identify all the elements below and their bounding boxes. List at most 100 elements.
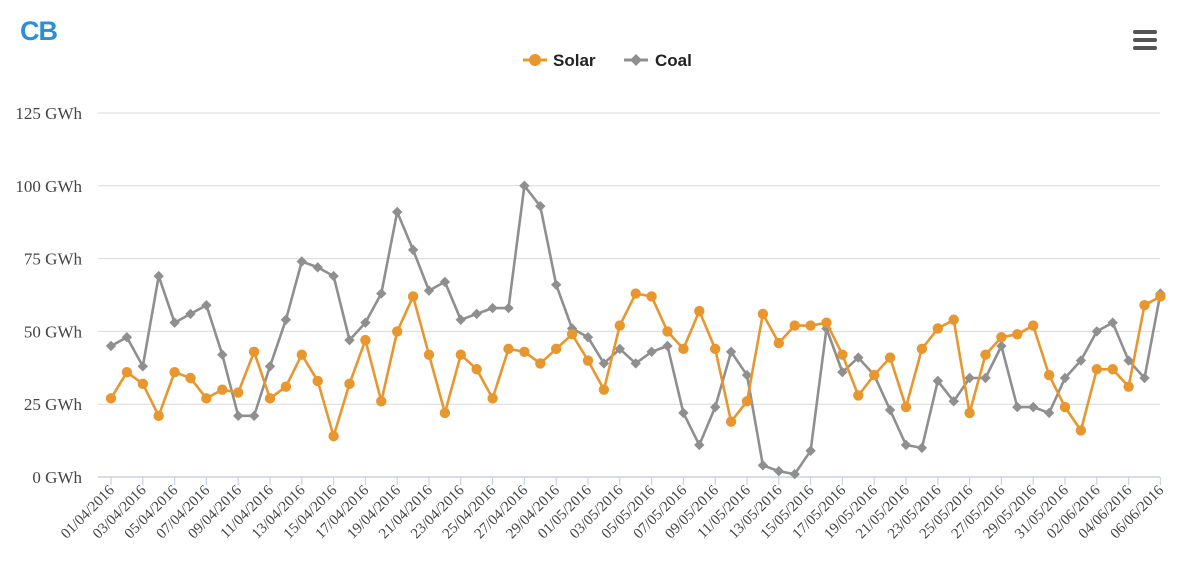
legend-item-solar[interactable]: Solar: [523, 51, 596, 70]
data-point-solar[interactable]: [519, 346, 530, 357]
data-point-solar[interactable]: [837, 349, 848, 360]
data-point-coal[interactable]: [662, 340, 673, 352]
data-point-solar[interactable]: [789, 320, 800, 331]
data-point-coal[interactable]: [646, 346, 657, 357]
data-point-coal[interactable]: [900, 439, 912, 451]
data-point-solar[interactable]: [153, 410, 164, 422]
data-point-coal[interactable]: [201, 299, 212, 311]
data-point-coal[interactable]: [121, 332, 133, 343]
data-point-coal[interactable]: [233, 410, 244, 422]
data-point-solar[interactable]: [535, 358, 546, 369]
data-point-solar[interactable]: [853, 390, 864, 401]
data-point-coal[interactable]: [360, 317, 371, 328]
data-point-solar[interactable]: [582, 355, 594, 366]
data-point-solar[interactable]: [312, 375, 323, 387]
data-point-solar[interactable]: [105, 393, 117, 404]
data-point-coal[interactable]: [280, 314, 292, 325]
data-point-coal[interactable]: [169, 317, 180, 328]
data-point-coal[interactable]: [264, 361, 276, 372]
data-point-coal[interactable]: [678, 407, 689, 419]
data-point-solar[interactable]: [1139, 299, 1150, 311]
data-point-coal[interactable]: [535, 200, 546, 212]
data-point-solar[interactable]: [121, 366, 133, 378]
data-point-solar[interactable]: [678, 343, 689, 355]
data-point-coal[interactable]: [884, 404, 896, 416]
data-point-coal[interactable]: [312, 262, 323, 273]
data-point-solar[interactable]: [757, 308, 769, 320]
data-point-coal[interactable]: [741, 369, 753, 381]
data-point-coal[interactable]: [296, 256, 307, 267]
data-point-solar[interactable]: [694, 305, 705, 317]
data-point-coal[interactable]: [725, 346, 737, 357]
data-point-solar[interactable]: [1091, 364, 1103, 375]
data-point-solar[interactable]: [725, 416, 737, 427]
data-point-solar[interactable]: [137, 378, 148, 390]
data-point-solar[interactable]: [741, 396, 753, 407]
data-point-coal[interactable]: [153, 270, 164, 282]
data-point-solar[interactable]: [487, 393, 498, 404]
data-point-coal[interactable]: [328, 270, 339, 282]
data-point-solar[interactable]: [805, 320, 816, 331]
data-point-solar[interactable]: [1028, 320, 1039, 331]
data-point-solar[interactable]: [296, 349, 307, 360]
data-point-coal[interactable]: [137, 361, 148, 372]
data-point-solar[interactable]: [169, 366, 180, 378]
data-point-coal[interactable]: [630, 358, 641, 369]
data-point-solar[interactable]: [598, 384, 610, 395]
data-point-solar[interactable]: [884, 352, 896, 363]
data-point-coal[interactable]: [980, 372, 991, 384]
data-point-solar[interactable]: [1075, 425, 1087, 436]
data-point-coal[interactable]: [1107, 317, 1118, 328]
data-point-coal[interactable]: [423, 285, 435, 296]
data-point-solar[interactable]: [980, 349, 991, 360]
hamburger-menu-icon[interactable]: [1131, 28, 1159, 52]
data-point-coal[interactable]: [1043, 407, 1055, 419]
data-point-coal[interactable]: [376, 288, 387, 299]
data-point-coal[interactable]: [582, 332, 594, 343]
data-point-coal[interactable]: [964, 372, 975, 384]
data-point-coal[interactable]: [1028, 401, 1039, 413]
data-point-coal[interactable]: [1012, 401, 1023, 413]
data-point-coal[interactable]: [837, 366, 848, 378]
data-point-solar[interactable]: [662, 326, 673, 337]
data-point-solar[interactable]: [566, 329, 578, 340]
data-point-solar[interactable]: [869, 369, 880, 381]
data-point-solar[interactable]: [201, 393, 212, 404]
data-point-coal[interactable]: [1091, 326, 1102, 337]
data-point-solar[interactable]: [932, 323, 943, 334]
data-point-coal[interactable]: [757, 460, 769, 471]
data-point-coal[interactable]: [248, 410, 260, 422]
data-point-solar[interactable]: [280, 381, 292, 392]
data-point-solar[interactable]: [455, 349, 466, 360]
data-point-solar[interactable]: [630, 288, 641, 299]
data-point-coal[interactable]: [1075, 355, 1087, 366]
data-point-solar[interactable]: [328, 431, 339, 442]
data-point-solar[interactable]: [646, 291, 657, 302]
data-point-coal[interactable]: [551, 279, 562, 291]
data-point-coal[interactable]: [789, 468, 800, 480]
data-point-solar[interactable]: [1155, 291, 1166, 302]
data-point-solar[interactable]: [614, 320, 625, 331]
data-point-solar[interactable]: [217, 384, 228, 395]
data-point-solar[interactable]: [423, 349, 435, 360]
data-point-coal[interactable]: [1059, 372, 1071, 384]
data-point-coal[interactable]: [1139, 372, 1150, 384]
data-point-solar[interactable]: [264, 393, 276, 404]
data-point-solar[interactable]: [964, 407, 975, 419]
data-point-coal[interactable]: [407, 244, 419, 256]
data-point-solar[interactable]: [376, 396, 387, 407]
data-point-solar[interactable]: [1012, 329, 1023, 340]
data-point-coal[interactable]: [598, 358, 610, 369]
data-point-solar[interactable]: [948, 314, 959, 325]
data-point-solar[interactable]: [392, 326, 403, 337]
data-point-coal[interactable]: [614, 343, 625, 355]
data-point-solar[interactable]: [1043, 369, 1055, 381]
data-point-solar[interactable]: [407, 291, 419, 302]
data-point-solar[interactable]: [821, 317, 832, 328]
data-point-coal[interactable]: [455, 314, 466, 325]
data-point-solar[interactable]: [439, 407, 451, 419]
data-point-solar[interactable]: [471, 364, 482, 375]
data-point-coal[interactable]: [710, 401, 721, 413]
data-point-solar[interactable]: [773, 337, 784, 349]
data-point-coal[interactable]: [344, 334, 355, 346]
